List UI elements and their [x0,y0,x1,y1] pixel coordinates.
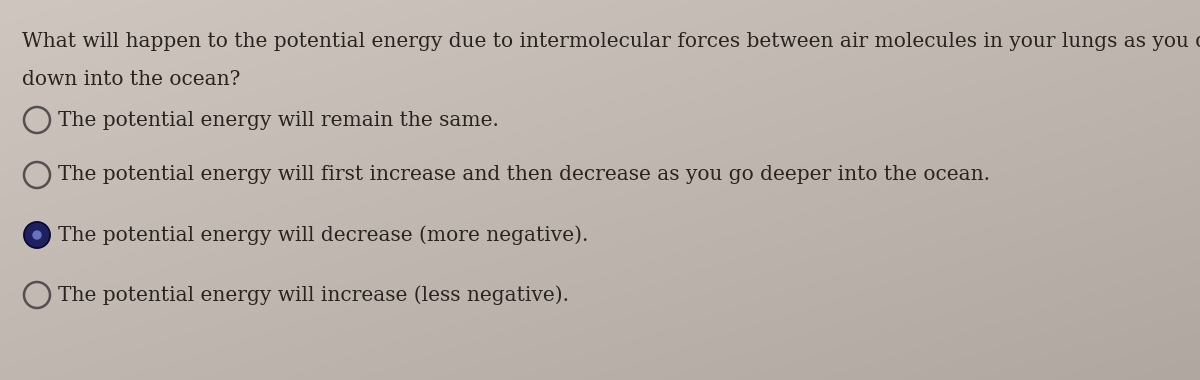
Circle shape [34,231,41,239]
Text: The potential energy will remain the same.: The potential energy will remain the sam… [58,111,499,130]
Text: down into the ocean?: down into the ocean? [22,70,240,89]
Circle shape [24,222,50,248]
Text: The potential energy will decrease (more negative).: The potential energy will decrease (more… [58,225,588,245]
Text: The potential energy will increase (less negative).: The potential energy will increase (less… [58,285,569,305]
Text: What will happen to the potential energy due to intermolecular forces between ai: What will happen to the potential energy… [22,32,1200,51]
Text: The potential energy will first increase and then decrease as you go deeper into: The potential energy will first increase… [58,166,990,185]
